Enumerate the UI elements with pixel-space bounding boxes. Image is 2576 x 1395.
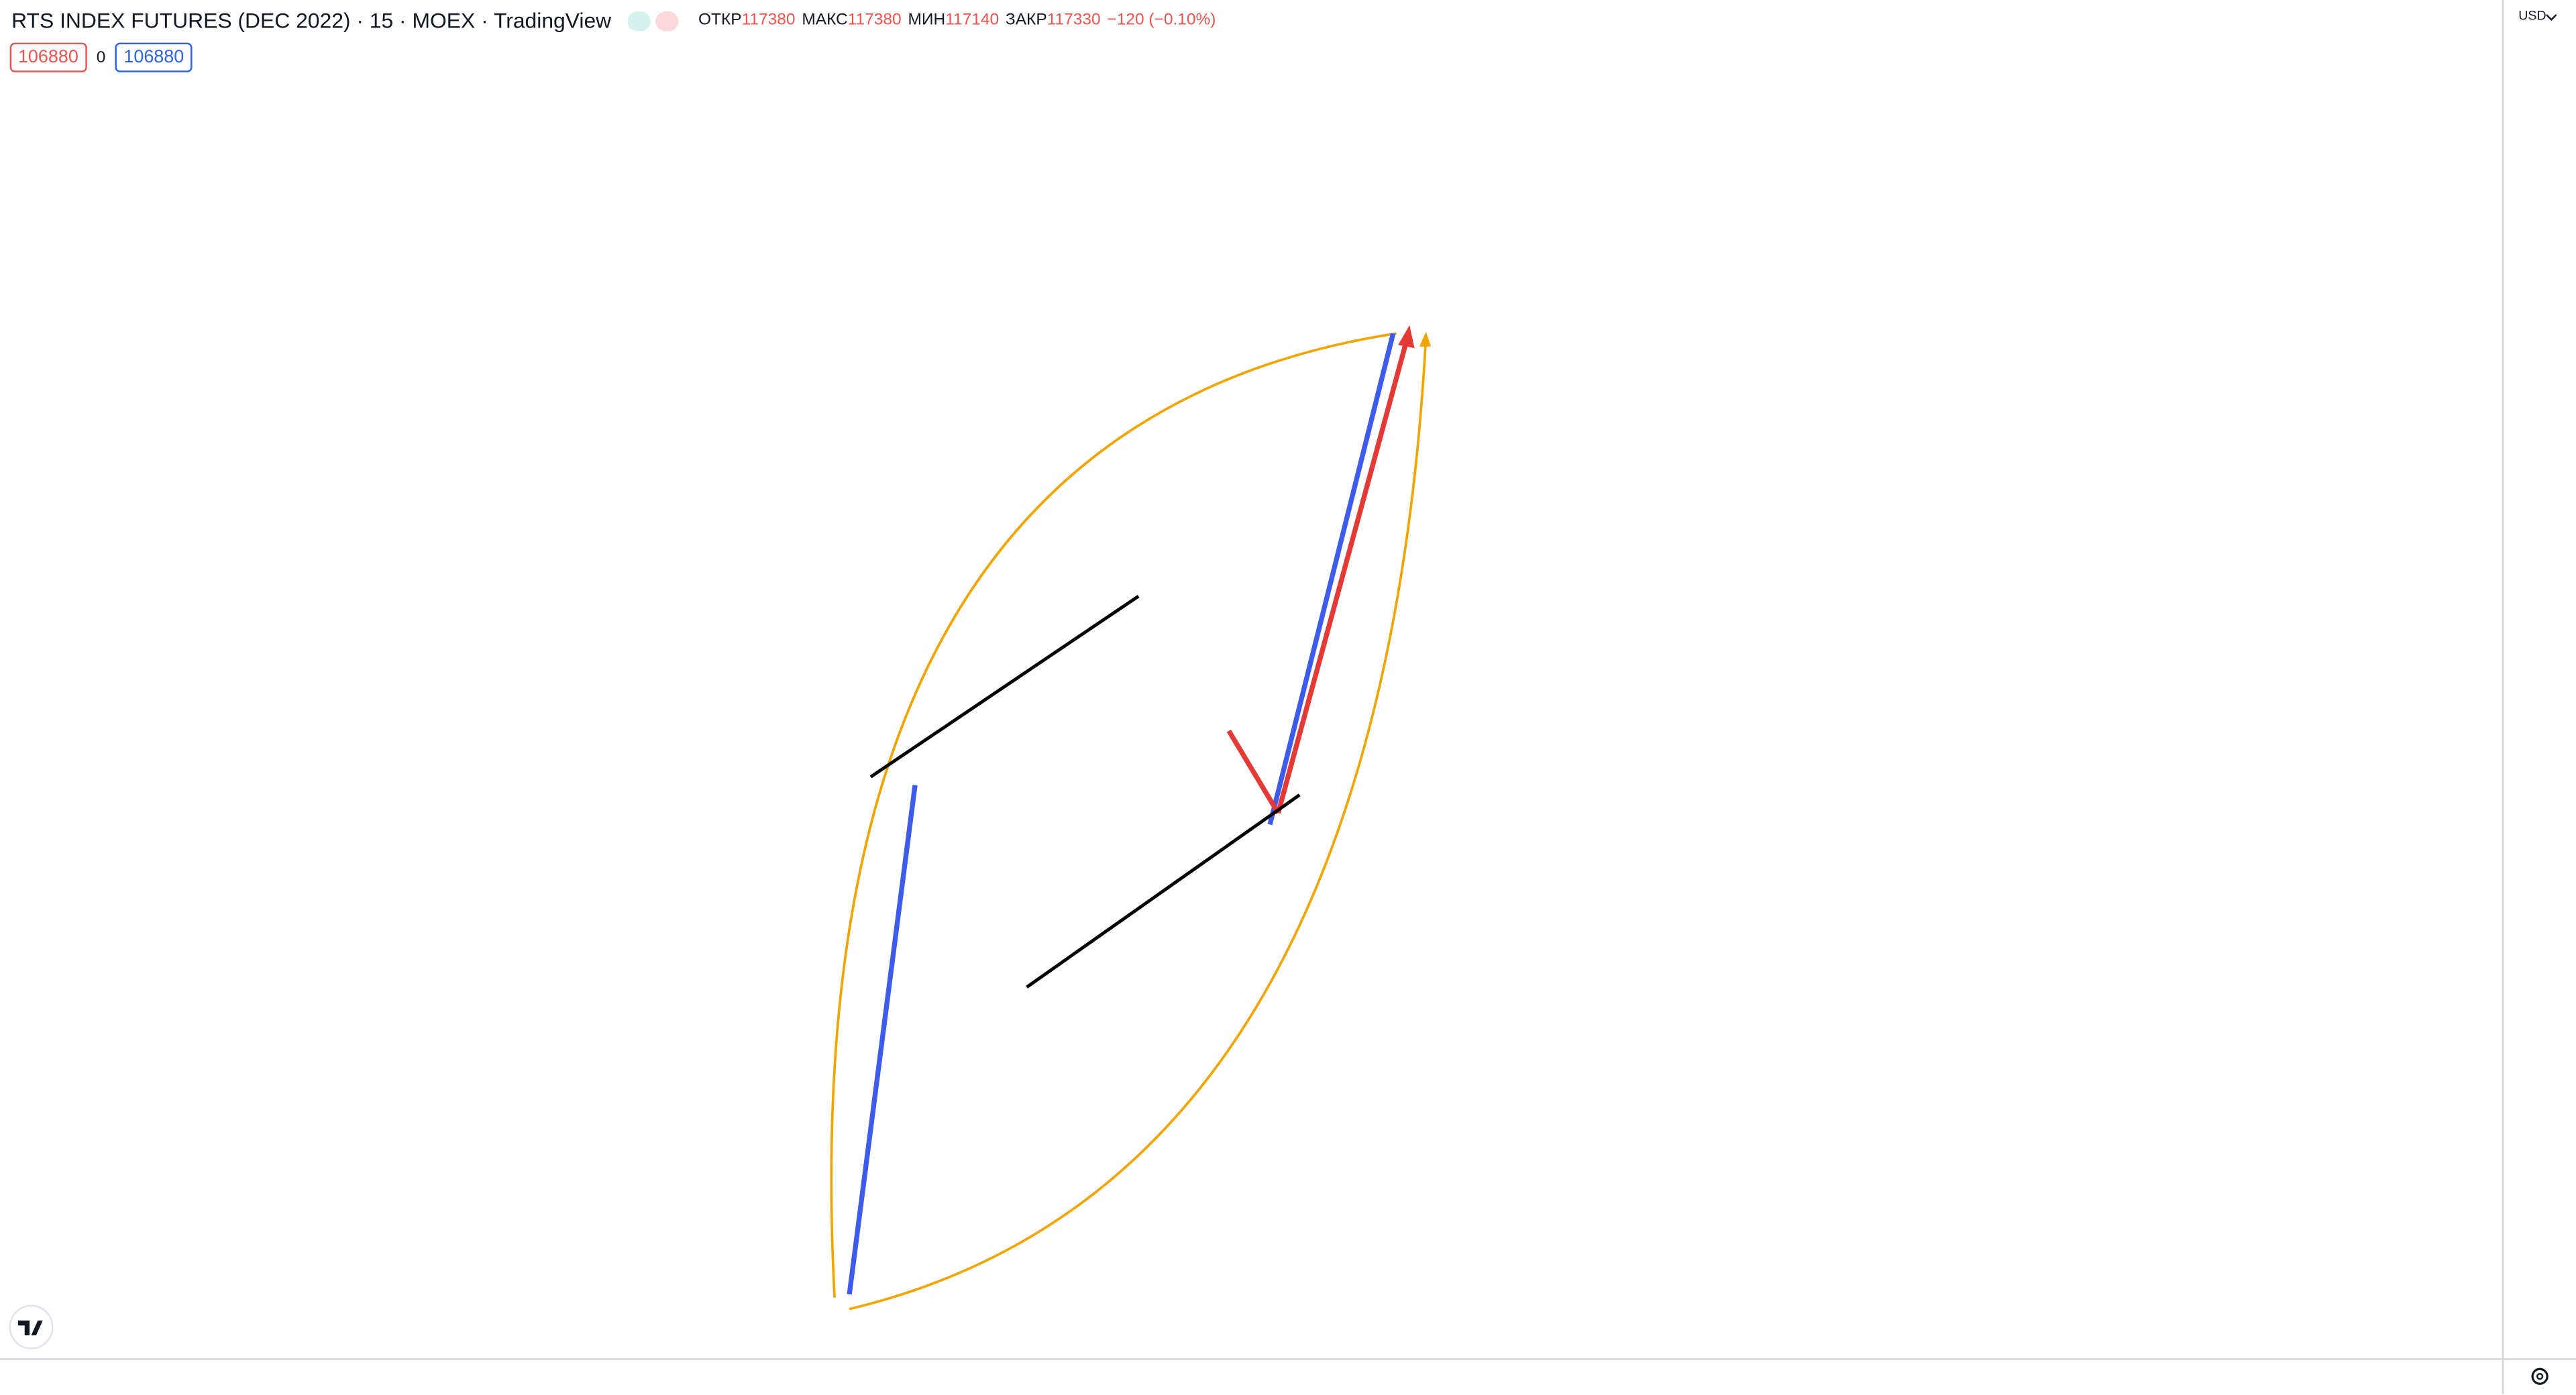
logo-mark: [17, 1320, 43, 1336]
arc-drawing: [830, 332, 1397, 1298]
ohlc-legend: ОТКР 117380 МАКС 117380 МИН 117140 ЗАКР 117330: [692, 11, 1101, 30]
trend-line: [847, 785, 918, 1295]
currency-label[interactable]: USD: [2518, 9, 2546, 23]
ohlc-label: МИН: [908, 11, 946, 30]
spread: 0: [96, 48, 106, 67]
ohlc-value: 117380: [847, 11, 902, 30]
settings-button[interactable]: [2531, 1368, 2548, 1385]
gear-hub[interactable]: [2536, 1373, 2544, 1380]
status-badge[interactable]: [655, 10, 679, 31]
gear-icon[interactable]: [2531, 1368, 2548, 1385]
header: RTS INDEX FUTURES (DEC 2022) · 15 · MOEX…: [11, 8, 1216, 33]
ohlc-value: 117140: [945, 11, 1000, 30]
arc-drawing: [849, 336, 1428, 1310]
symbol-title[interactable]: RTS INDEX FUTURES (DEC 2022) · 15 · MOEX…: [11, 8, 612, 33]
ohlc-value: 117380: [741, 11, 796, 30]
channel-line: [869, 594, 1140, 779]
status-badge[interactable]: [627, 10, 651, 31]
arrow-line: [1275, 341, 1409, 814]
sell-button[interactable]: 106880: [9, 42, 87, 72]
drawings: [830, 325, 1432, 1310]
order-panel: 106880 0 106880: [9, 42, 193, 72]
arrow-head: [1419, 331, 1432, 347]
ohlc-value: 117330: [1046, 11, 1101, 30]
logo-circle: [9, 1304, 54, 1349]
trend-line: [1267, 333, 1396, 826]
buy-button[interactable]: 106880: [115, 42, 193, 72]
change: −120 (−0.10%): [1107, 11, 1216, 30]
channel-line: [1026, 793, 1301, 989]
ohlc-label: МАКС: [802, 11, 848, 30]
currency-caret: [2546, 14, 2557, 21]
tv-logo: [9, 1304, 54, 1349]
ohlc-label: ОТКР: [698, 11, 742, 30]
arrow-line: [1226, 729, 1281, 815]
ohlc-label: ЗАКР: [1005, 11, 1047, 30]
arrow-head: [1398, 325, 1415, 349]
